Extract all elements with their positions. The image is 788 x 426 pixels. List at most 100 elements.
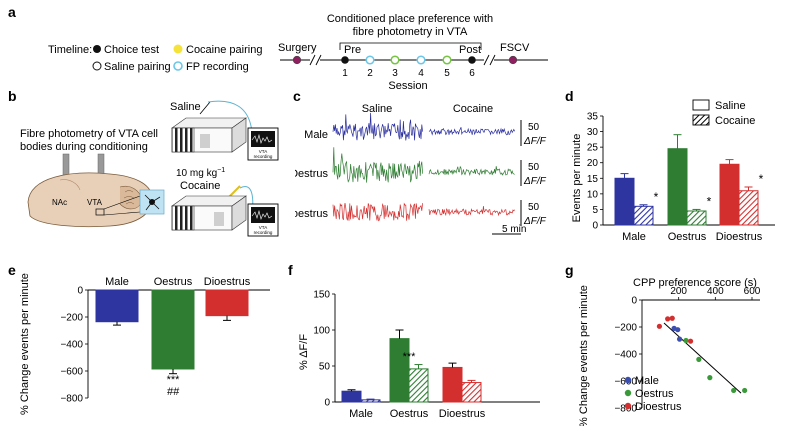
session-2-marker <box>365 55 375 65</box>
e-ytick-label: −800 <box>60 394 83 405</box>
e-hashes: ## <box>167 386 180 398</box>
d-bar-oestrus-cocaine <box>686 210 707 226</box>
d-bar-oestrus-saline <box>667 148 688 226</box>
panel-f-chart: 0 50 100 150 Male Oestrus Dioestrus % ΔF/F *** <box>298 290 540 420</box>
legend-g-oestrus: Oestrus <box>635 388 674 400</box>
post-label: Post <box>459 44 481 56</box>
legend-g-dioestrus-dot <box>624 402 632 410</box>
surgery-marker <box>292 55 302 65</box>
session-4: 4 <box>418 68 424 79</box>
e-ytick-label: −600 <box>60 367 83 378</box>
d-bar-dioestrus-saline <box>719 163 740 226</box>
session-1-marker <box>341 56 349 64</box>
g-point-oestrus <box>731 387 737 394</box>
f-bar-oestrus-cocaine <box>408 368 429 403</box>
e-xtick-label: Dioestrus <box>204 276 251 288</box>
vta-label: VTA <box>87 198 103 207</box>
svg-text:recording: recording <box>254 154 273 159</box>
session-1: 1 <box>342 68 348 79</box>
g-point-oestrus <box>707 375 713 381</box>
svg-text:VTA: VTA <box>259 225 267 230</box>
trace-oestrus-saline <box>332 147 423 183</box>
svg-text:FP recording: FP recording <box>186 61 249 73</box>
legend-fp-recording: FP recording <box>173 61 249 73</box>
panel-a-timeline: Timeline: Choice test Cocaine pairing Sa… <box>48 13 548 90</box>
panel-b-title-line2: bodies during conditioning <box>20 141 148 153</box>
g-point-dioestrus <box>669 315 675 321</box>
g-ytick-label: −200 <box>614 323 637 334</box>
legend-cocaine-pairing: Cocaine pairing <box>173 44 262 56</box>
row-oestrus-label: Oestrus <box>295 168 328 180</box>
trace-dioestrus-saline <box>332 202 423 222</box>
e-xtick-label: Male <box>105 276 129 288</box>
session-3-marker <box>390 55 400 65</box>
d-xtick-label: Oestrus <box>668 231 707 243</box>
panel-a-title-line2: fibre photometry in VTA <box>353 26 468 38</box>
f-bar-male-cocaine <box>360 399 381 403</box>
svg-text:VTA: VTA <box>259 149 267 154</box>
f-xtick-label: Male <box>349 408 373 420</box>
f-stars: *** <box>403 351 417 363</box>
surgery-label: Surgery <box>278 42 317 54</box>
e-ytick-label: −400 <box>60 340 83 351</box>
fscv-marker <box>508 55 518 65</box>
scale-bar-value-1: 50 <box>528 122 540 133</box>
g-point-oestrus <box>683 337 689 344</box>
d-ytick-label: 10 <box>587 189 599 200</box>
pre-label: Pre <box>344 44 361 56</box>
scale-bar-unit-1: ΔF/F <box>523 136 547 147</box>
g-point-oestrus <box>696 356 702 362</box>
f-ytick-label: 50 <box>319 362 331 373</box>
e-ylabel: % Change events per minute <box>19 273 31 415</box>
legend-g-male-dot <box>624 376 632 384</box>
scale-bar-value-3: 50 <box>528 202 540 213</box>
f-ytick-label: 0 <box>324 398 330 409</box>
panel-letter-a: a <box>8 4 16 20</box>
brain-icon: NAc VTA <box>27 172 153 228</box>
trace-male-cocaine <box>428 127 515 136</box>
g-fit-line <box>663 322 742 394</box>
d-ytick-label: 20 <box>587 158 599 169</box>
session-6-marker <box>468 56 476 64</box>
saline-arena-icon <box>171 117 247 153</box>
f-ylabel: % ΔF/F <box>298 334 310 370</box>
session-5-marker <box>442 55 452 65</box>
d-xtick-label: Dioestrus <box>716 231 763 243</box>
session-4-marker <box>416 55 426 65</box>
d-ytick-label: 0 <box>592 221 598 232</box>
panel-d-chart: 0 5 10 15 20 25 30 35 * Male * Oestrus * Dioestrus Sa… <box>571 99 775 243</box>
time-scale-label: 5 min <box>502 224 526 235</box>
vta-cell-inset-icon <box>139 189 165 215</box>
trace-oestrus-cocaine <box>428 165 515 177</box>
legend-cocaine-swatch <box>692 114 710 126</box>
cocaine-arena-icon <box>171 195 247 231</box>
trace-dioestrus-cocaine <box>428 206 515 217</box>
d-bar-male-cocaine <box>633 205 654 226</box>
trace-group <box>332 112 515 222</box>
d-ytick-label: 5 <box>592 205 598 216</box>
g-xtick-label: 200 <box>670 286 687 297</box>
col-cocaine-label: Cocaine <box>453 103 493 115</box>
scale-bar-unit-3: ΔF/F <box>523 216 547 227</box>
dose-label: 10 mg kg−1 <box>176 167 225 179</box>
cocaine-label: Cocaine <box>180 180 220 192</box>
g-point-dioestrus <box>665 316 671 322</box>
legend-g-dioestrus: Dioestrus <box>635 401 682 413</box>
f-ytick-label: 100 <box>313 326 330 337</box>
legend-choice-test: Choice test <box>93 44 159 56</box>
f-xtick-label: Oestrus <box>390 408 429 420</box>
e-xtick-label: Oestrus <box>154 276 193 288</box>
legend-g-male: Male <box>635 375 659 387</box>
legend-saline-pairing: Saline pairing <box>92 61 171 73</box>
g-ytick-label: −400 <box>614 350 637 361</box>
cocaine-recording-monitor-icon: VTA recording <box>247 203 279 237</box>
session-3: 3 <box>392 68 398 79</box>
svg-text:Saline pairing: Saline pairing <box>104 61 171 73</box>
trace-male-saline <box>332 112 423 141</box>
f-bar-dioestrus-saline <box>442 366 463 403</box>
panel-a-title-line1: Conditioned place preference with <box>327 13 493 25</box>
panel-b-title-line1: Fibre photometry of VTA cell <box>20 128 158 140</box>
saline-recording-monitor-icon: VTA recording <box>247 127 279 161</box>
f-bar-dioestrus-cocaine <box>461 382 482 403</box>
svg-text:Cocaine pairing: Cocaine pairing <box>186 44 262 56</box>
